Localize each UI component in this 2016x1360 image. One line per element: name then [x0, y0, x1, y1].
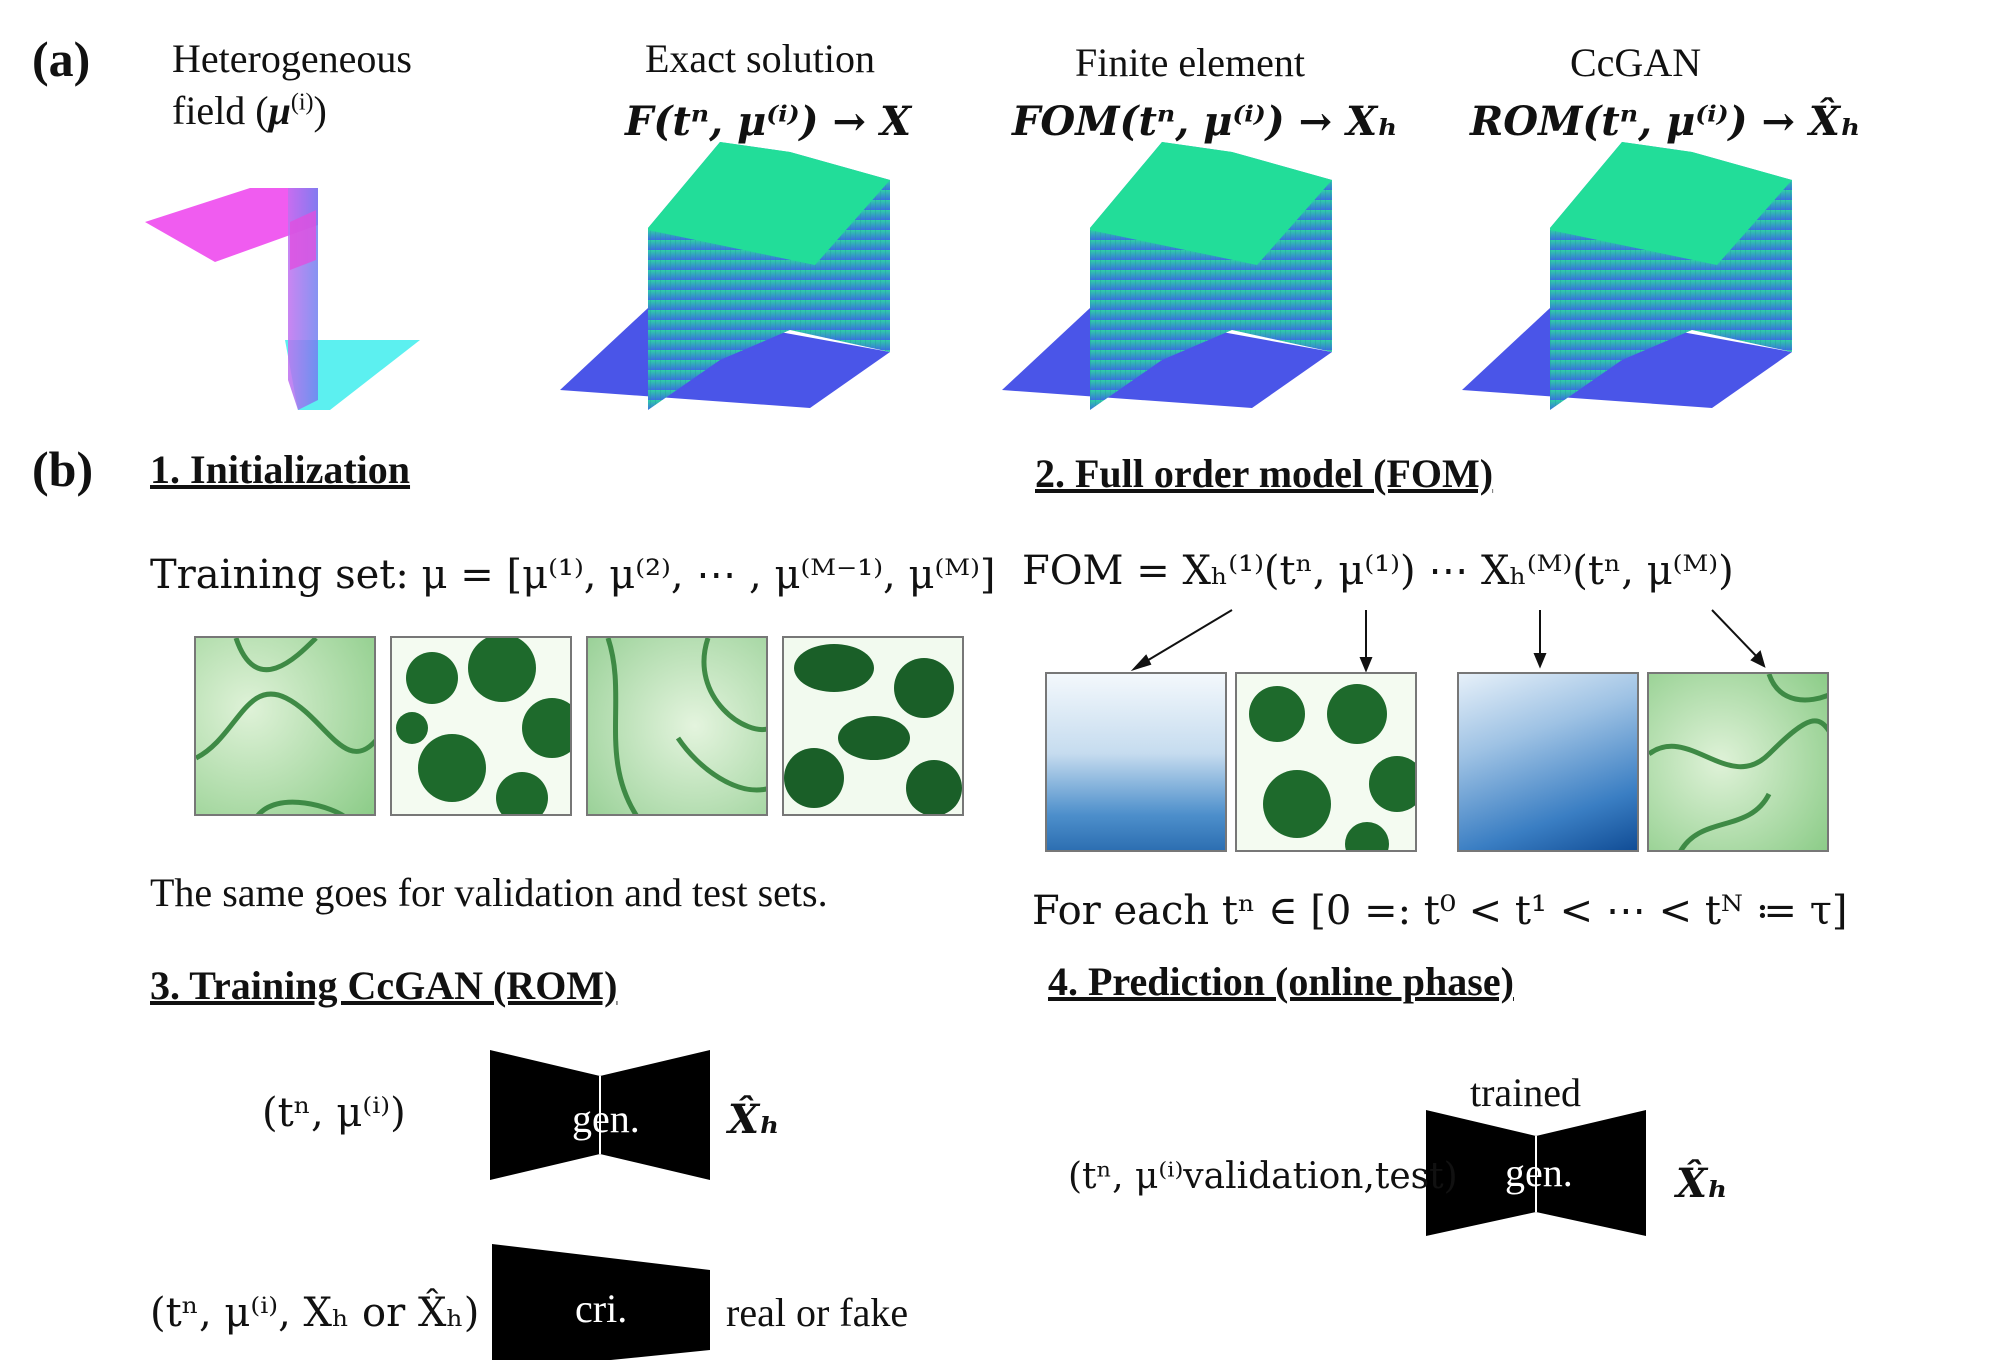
col1-title-line2: field (μ(i)): [172, 88, 327, 134]
gen-label: gen.: [572, 1096, 640, 1141]
critic-block: [492, 1244, 710, 1360]
training-set-expr: Training set: μ = [μ⁽¹⁾, μ⁽²⁾, ⋯ , μ⁽ᴹ⁻¹…: [150, 552, 996, 598]
generator-block: [490, 1050, 710, 1180]
fom-solution-m: [1457, 672, 1639, 852]
training-field-4: [782, 636, 964, 816]
col3-expr: FOM(tⁿ, μ⁽ⁱ⁾) → Xₕ: [1012, 98, 1398, 145]
pred-input: (tⁿ, μ⁽ⁱ⁾validation,test): [1068, 1156, 1458, 1197]
cri-output: real or fake: [726, 1290, 909, 1335]
heterogeneous-field-surface: [145, 188, 420, 410]
same-goes-text: The same goes for validation and test se…: [150, 870, 828, 915]
cri-input: (tⁿ, μ⁽ⁱ⁾, Xₕ or X̂ₕ): [150, 1290, 480, 1336]
for-each-expr: For each tⁿ ∈ [0 =: t⁰ < t¹ < ⋯ < tᴺ ≔ τ…: [1032, 888, 1848, 934]
fom-field-m: [1647, 672, 1829, 852]
pred-output: X̂ₕ: [1676, 1160, 1728, 1207]
ccgan-surface: [1462, 142, 1792, 410]
sec2-title: 2. Full order model (FOM): [1035, 451, 1494, 496]
trained-generator-block: [1426, 1110, 1646, 1236]
fom-field-1: [1235, 672, 1417, 852]
training-field-3: [586, 636, 768, 816]
finite-element-surface: [1002, 142, 1332, 410]
col1-mu-symbol: μ: [268, 88, 291, 133]
col2-title: Exact solution: [645, 36, 875, 81]
col1-title-line1: Heterogeneous: [172, 36, 412, 81]
panel-a-label: (a): [32, 31, 91, 87]
training-field-2: [390, 636, 572, 816]
col1-sup: (i): [290, 89, 314, 116]
pred-gen-label: gen.: [1505, 1150, 1573, 1195]
training-field-1: [194, 636, 376, 816]
fom-solution-1: [1045, 672, 1227, 852]
gen-output: X̂ₕ: [728, 1096, 780, 1143]
col1-field-text: field (: [172, 88, 269, 133]
cri-label: cri.: [575, 1286, 628, 1331]
sec1-title: 1. Initialization: [150, 447, 411, 492]
gen-input: (tⁿ, μ⁽ⁱ⁾): [262, 1090, 406, 1136]
exact-solution-surface: [560, 142, 890, 410]
fom-expr: FOM = Xₕ⁽¹⁾(tⁿ, μ⁽¹⁾) ⋯ Xₕ⁽ᴹ⁾(tⁿ, μ⁽ᴹ⁾): [1022, 548, 1734, 594]
col4-title: CcGAN: [1570, 40, 1702, 85]
panel-b-label: (b): [32, 441, 94, 497]
col3-title: Finite element: [1075, 40, 1305, 85]
col2-expr: F(tⁿ, μ⁽ⁱ⁾) → X: [625, 98, 911, 145]
col4-expr: ROM(tⁿ, μ⁽ⁱ⁾) → X̂ₕ: [1470, 98, 1861, 145]
sec4-title: 4. Prediction (online phase): [1048, 959, 1514, 1004]
sec3-title: 3. Training CcGAN (ROM): [150, 963, 618, 1008]
trained-label: trained: [1470, 1070, 1582, 1115]
col1-close: ): [313, 88, 327, 133]
